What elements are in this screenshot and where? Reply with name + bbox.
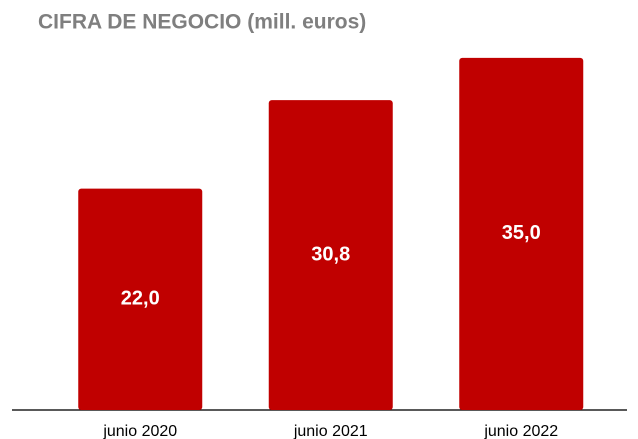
x-tick-label: junio 2022 xyxy=(483,423,558,439)
value-label: 30,8 xyxy=(311,243,350,265)
value-label: 22,0 xyxy=(121,288,160,310)
x-tick-label: junio 2020 xyxy=(102,423,177,439)
bar xyxy=(78,188,203,410)
bar xyxy=(268,100,393,410)
bar xyxy=(459,57,584,411)
x-tick-label: junio 2021 xyxy=(293,423,368,439)
chart-title: CIFRA DE NEGOCIO (mill. euros) xyxy=(38,11,366,34)
value-label: 35,0 xyxy=(502,222,541,244)
